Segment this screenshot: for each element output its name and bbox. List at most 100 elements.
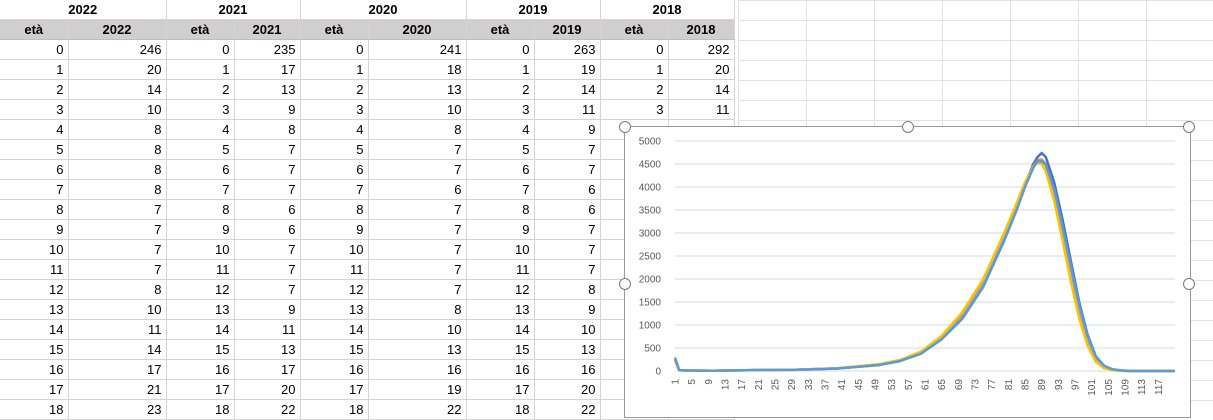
table-cell[interactable]: 16 <box>466 359 535 380</box>
table-cell[interactable]: 14 <box>68 79 167 100</box>
table-cell[interactable]: 13 <box>234 339 301 360</box>
table-cell[interactable]: 0 <box>600 39 669 60</box>
table-cell[interactable]: 11 <box>534 99 601 120</box>
table-cell[interactable]: 11 <box>166 259 235 280</box>
table-cell[interactable]: 7 <box>368 279 467 300</box>
table-cell[interactable]: 6 <box>0 159 69 180</box>
table-cell[interactable]: 16 <box>0 359 69 380</box>
table-cell[interactable]: 13 <box>0 299 69 320</box>
table-cell[interactable]: 9 <box>234 299 301 320</box>
table-cell[interactable]: 8 <box>166 199 235 220</box>
table-cell[interactable]: 7 <box>300 179 369 200</box>
table-cell[interactable]: 9 <box>234 99 301 120</box>
table-cell[interactable]: 1 <box>300 59 369 80</box>
table-cell[interactable]: 2 <box>166 79 235 100</box>
table-cell[interactable]: 18 <box>368 59 467 80</box>
table-cell[interactable]: 7 <box>0 179 69 200</box>
table-cell[interactable]: 7 <box>534 259 601 280</box>
table-cell[interactable]: 4 <box>466 119 535 140</box>
table-cell[interactable]: 16 <box>300 359 369 380</box>
table-cell[interactable]: 7 <box>234 139 301 160</box>
table-cell[interactable]: 17 <box>466 379 535 400</box>
table-cell[interactable]: 10 <box>68 99 167 120</box>
table-cell[interactable]: 263 <box>534 39 601 60</box>
table-cell[interactable]: 1 <box>166 59 235 80</box>
table-cell[interactable]: 9 <box>300 219 369 240</box>
table-cell[interactable]: 17 <box>234 59 301 80</box>
table-cell[interactable]: 20 <box>234 379 301 400</box>
table-cell[interactable]: 8 <box>68 179 167 200</box>
table-cell[interactable]: 10 <box>534 319 601 340</box>
table-cell[interactable]: 5 <box>300 139 369 160</box>
table-cell[interactable]: 22 <box>234 399 301 420</box>
column-header-value[interactable]: 2019 <box>534 19 601 40</box>
table-cell[interactable]: 0 <box>0 39 69 60</box>
table-cell[interactable]: 8 <box>368 299 467 320</box>
table-cell[interactable]: 7 <box>234 259 301 280</box>
column-header-value[interactable]: 2021 <box>234 19 301 40</box>
table-cell[interactable]: 8 <box>68 119 167 140</box>
table-cell[interactable]: 10 <box>368 99 467 120</box>
table-cell[interactable]: 0 <box>166 39 235 60</box>
table-cell[interactable]: 20 <box>68 59 167 80</box>
table-cell[interactable]: 3 <box>300 99 369 120</box>
table-cell[interactable]: 235 <box>234 39 301 60</box>
resize-handle-top-right[interactable] <box>1183 121 1195 133</box>
table-cell[interactable]: 5 <box>466 139 535 160</box>
table-cell[interactable]: 19 <box>368 379 467 400</box>
table-cell[interactable]: 18 <box>300 399 369 420</box>
table-cell[interactable]: 12 <box>466 279 535 300</box>
table-cell[interactable]: 14 <box>466 319 535 340</box>
table-cell[interactable]: 10 <box>166 239 235 260</box>
table-cell[interactable]: 0 <box>466 39 535 60</box>
table-cell[interactable]: 16 <box>166 359 235 380</box>
table-cell[interactable]: 9 <box>166 219 235 240</box>
table-cell[interactable]: 22 <box>534 399 601 420</box>
table-cell[interactable]: 15 <box>300 339 369 360</box>
table-cell[interactable]: 7 <box>234 279 301 300</box>
table-cell[interactable]: 5 <box>166 139 235 160</box>
table-cell[interactable]: 7 <box>68 219 167 240</box>
table-cell[interactable]: 23 <box>68 399 167 420</box>
table-cell[interactable]: 13 <box>166 299 235 320</box>
table-cell[interactable]: 10 <box>300 239 369 260</box>
table-cell[interactable]: 9 <box>0 219 69 240</box>
table-cell[interactable]: 12 <box>0 279 69 300</box>
year-header-cell[interactable]: 2020 <box>300 0 467 20</box>
table-cell[interactable]: 13 <box>234 79 301 100</box>
table-cell[interactable]: 8 <box>234 119 301 140</box>
column-header-value[interactable]: 2022 <box>68 19 167 40</box>
table-cell[interactable]: 13 <box>368 79 467 100</box>
column-header-eta[interactable]: età <box>300 19 369 40</box>
table-cell[interactable]: 17 <box>0 379 69 400</box>
table-cell[interactable]: 6 <box>466 159 535 180</box>
table-cell[interactable]: 3 <box>0 99 69 120</box>
table-cell[interactable]: 13 <box>534 339 601 360</box>
table-cell[interactable]: 17 <box>166 379 235 400</box>
year-header-cell[interactable]: 2022 <box>0 0 167 20</box>
table-cell[interactable]: 7 <box>534 159 601 180</box>
table-cell[interactable]: 11 <box>300 259 369 280</box>
table-cell[interactable]: 2 <box>466 79 535 100</box>
table-cell[interactable]: 7 <box>234 159 301 180</box>
table-cell[interactable]: 292 <box>668 39 735 60</box>
table-cell[interactable]: 11 <box>0 259 69 280</box>
table-cell[interactable]: 7 <box>368 139 467 160</box>
line-chart[interactable]: 0 500 1000 1500 2000 2500 3000 3500 4000 4500 5000… <box>624 126 1191 418</box>
table-cell[interactable]: 10 <box>0 239 69 260</box>
table-cell[interactable]: 12 <box>300 279 369 300</box>
table-cell[interactable]: 11 <box>668 99 735 120</box>
table-cell[interactable]: 16 <box>368 359 467 380</box>
table-cell[interactable]: 7 <box>368 219 467 240</box>
year-header-cell[interactable]: 2019 <box>466 0 601 20</box>
table-cell[interactable]: 6 <box>300 159 369 180</box>
table-cell[interactable]: 9 <box>534 119 601 140</box>
table-cell[interactable]: 10 <box>68 299 167 320</box>
table-cell[interactable]: 8 <box>68 279 167 300</box>
table-cell[interactable]: 8 <box>0 199 69 220</box>
table-cell[interactable]: 15 <box>166 339 235 360</box>
table-cell[interactable]: 6 <box>234 219 301 240</box>
table-cell[interactable]: 10 <box>466 239 535 260</box>
table-cell[interactable]: 8 <box>68 139 167 160</box>
table-cell[interactable]: 17 <box>300 379 369 400</box>
